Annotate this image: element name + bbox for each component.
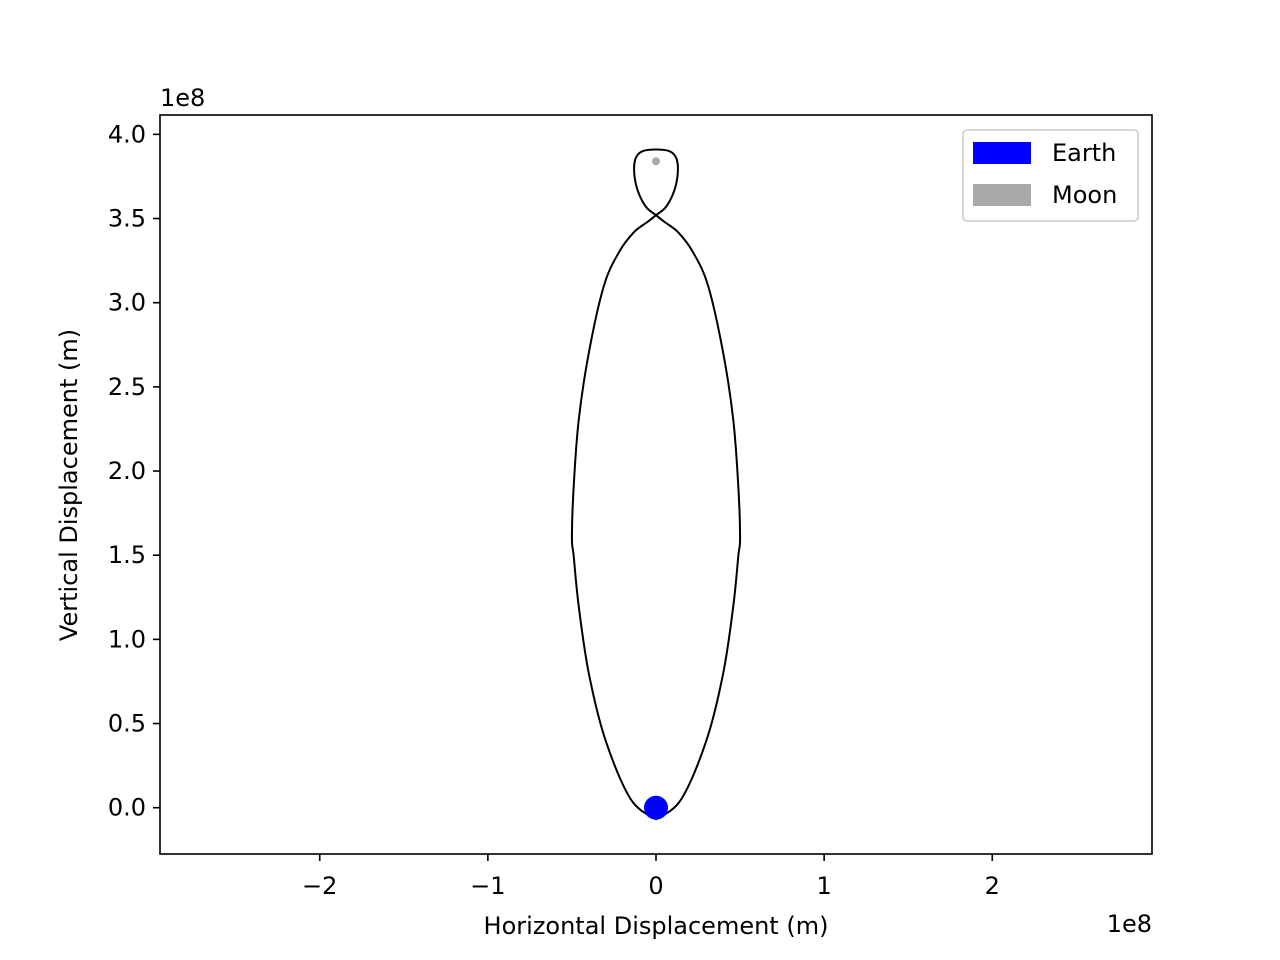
earth-marker (644, 795, 668, 820)
moon-marker (652, 157, 660, 166)
x-tick-label: 0 (648, 872, 663, 900)
y-tick-label: 1.5 (108, 541, 146, 569)
legend-swatch-moon (973, 184, 1031, 206)
y-tick-label: 2.0 (108, 457, 146, 485)
plot-area-frame (159, 114, 1153, 855)
legend-swatch-earth (973, 142, 1031, 164)
x-tick-label: −2 (302, 872, 337, 900)
legend-label-moon: Moon (1052, 181, 1117, 209)
x-axis-label: Horizontal Displacement (m) (484, 912, 829, 940)
y-tick-label: 3.5 (108, 205, 146, 233)
x-tick-label: 1 (816, 872, 831, 900)
x-tick-label: 2 (985, 872, 1000, 900)
x-tick-label: −1 (470, 872, 505, 900)
y-tick-label: 1.0 (108, 625, 146, 653)
x-offset-text: 1e8 (1107, 910, 1152, 938)
y-offset-text: 1e8 (160, 84, 205, 112)
x-axis-ticks: −2 −1 0 1 2 (302, 854, 1000, 900)
y-axis-label: Vertical Displacement (m) (55, 329, 83, 641)
y-tick-label: 4.0 (108, 120, 146, 148)
y-tick-label: 2.5 (108, 373, 146, 401)
y-axis-ticks: 0.0 0.5 1.0 1.5 2.0 2.5 3.0 3.5 4.0 (108, 120, 160, 822)
legend: Earth Moon (962, 129, 1139, 222)
celestial-bodies (644, 157, 668, 820)
trajectory-line (570, 148, 742, 821)
legend-label-earth: Earth (1052, 139, 1116, 167)
y-tick-label: 0.5 (108, 710, 146, 738)
y-tick-label: 3.0 (108, 289, 146, 317)
y-tick-label: 0.0 (108, 794, 146, 822)
